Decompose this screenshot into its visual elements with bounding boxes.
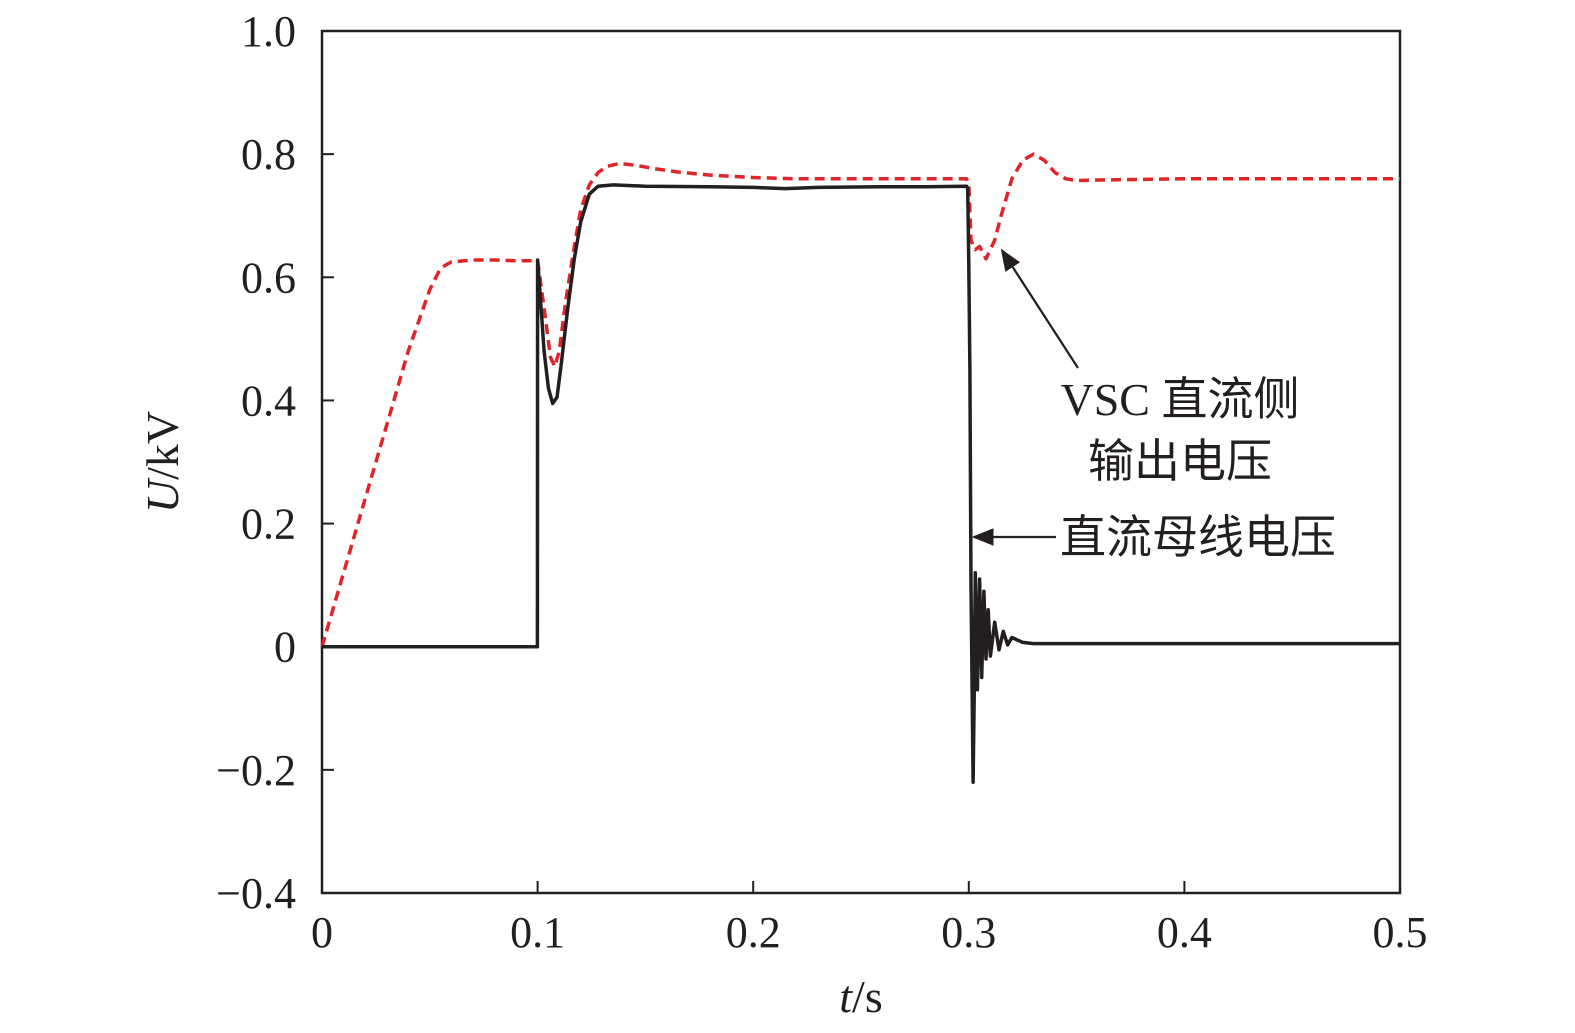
series-layer [320,152,1400,784]
annotation-vsc-label-line2: 输出电压 [1088,436,1272,487]
x-tick-label: 0.5 [1373,908,1428,957]
x-axis-unit: /s [852,971,883,1022]
y-axis-label: U/kV [137,411,188,513]
y-tick-label: 0.6 [241,253,296,302]
y-axis-variable: U [137,477,188,513]
y-axis-unit: /kV [137,411,188,480]
y-tick-label: 0.8 [241,130,296,179]
y-tick-label: 0.4 [241,376,296,425]
y-axis-ticks: −0.4 −0.2 0 0.2 0.4 0.6 0.8 1.0 [216,7,334,918]
annotation-vsc-label-line1: VSC 直流侧 [1061,374,1300,425]
plot-area: 0 0.1 0.2 0.3 0.4 0.5 −0.4 −0.2 0 0.2 0.4 0.6 0.8 1.… [216,7,1427,957]
y-tick-label: −0.2 [216,746,296,795]
plot-frame [320,29,1402,895]
x-tick-label: 0.4 [1157,908,1212,957]
x-tick-label: 0.2 [726,908,781,957]
x-axis-ticks: 0 0.1 0.2 0.3 0.4 0.5 [311,881,1428,957]
x-tick-label: 0.3 [941,908,996,957]
y-tick-label: 0 [274,623,296,672]
annotation-dcbus-label: 直流母线电压 [1060,512,1336,563]
y-tick-label: 0.2 [241,500,296,549]
x-tick-label: 0 [311,908,333,957]
x-axis-label: t/s [839,971,882,1022]
annotation-vsc-arrow [1000,248,1079,369]
y-tick-label: −0.4 [216,869,296,918]
series-line-vsc-dc-output-voltage [320,152,1400,648]
x-tick-label: 0.1 [510,908,565,957]
y-tick-label: 1.0 [241,7,296,56]
series-line-dc-bus-voltage [322,183,1400,784]
x-axis-variable: t [839,971,853,1022]
